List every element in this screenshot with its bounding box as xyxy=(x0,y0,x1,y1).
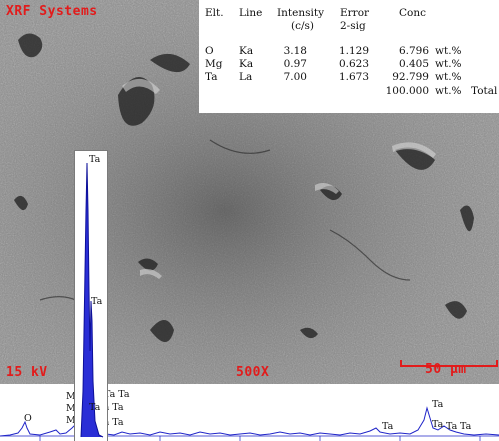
row-intensity: 3.18 xyxy=(283,45,307,57)
row-intensity: 7.00 xyxy=(283,71,307,83)
row-line: La xyxy=(239,71,253,83)
scale-bar xyxy=(400,360,498,367)
row-unit: wt.% xyxy=(435,58,462,70)
peak-label-ta: Ta Ta xyxy=(98,417,124,428)
peak-label-mg: Mg xyxy=(66,392,82,402)
peak-label-ta: Ta xyxy=(432,419,444,430)
row-element: O xyxy=(205,45,214,57)
peak-label-ta-top: Ta xyxy=(89,154,101,165)
peak-label-ta: Ta xyxy=(89,402,101,413)
header-error-sub: 2-sig xyxy=(340,20,366,32)
header-line: Line xyxy=(239,7,263,19)
row-concentration: 0.405 xyxy=(398,58,429,70)
row-concentration: 6.796 xyxy=(398,45,429,57)
total-unit: wt.% xyxy=(435,85,462,97)
row-line: Ka xyxy=(239,58,254,70)
peak-label-o: O xyxy=(24,413,32,424)
peak-label-ta: Ta xyxy=(432,399,444,410)
peak-label-ta: Ta xyxy=(460,421,472,432)
header-intensity-unit: (c/s) xyxy=(291,20,314,32)
row-line: Ka xyxy=(239,45,254,57)
row-error: 0.623 xyxy=(338,58,369,70)
row-unit: wt.% xyxy=(435,45,462,57)
instrument-brand: XRF Systems xyxy=(6,4,98,19)
peak-label-mg: Mg xyxy=(66,404,82,414)
row-unit: wt.% xyxy=(435,71,462,83)
row-error: 1.673 xyxy=(338,71,369,83)
peak-label-ta: Ta Ta xyxy=(104,389,130,400)
magnification: 500X xyxy=(236,365,270,380)
row-intensity: 0.97 xyxy=(283,58,307,70)
peak-label-ta: Ta xyxy=(382,421,394,432)
header-concentration: Conc xyxy=(399,7,426,19)
total-concentration: 100.000 xyxy=(385,85,429,97)
header-element: Elt. xyxy=(205,7,224,19)
composition-table: Elt. Line Intensity (c/s) Error 2-sig Co… xyxy=(199,0,499,113)
main-peak-window: Ta Ta Ta xyxy=(74,150,108,441)
peak-label-ta: Ta Ta xyxy=(98,402,124,413)
peak-label-ta: Ta xyxy=(446,421,458,432)
accelerating-voltage: 15 kV xyxy=(6,365,48,380)
header-intensity: Intensity xyxy=(277,7,325,19)
peak-label-mg: Mg xyxy=(66,416,82,426)
row-error: 1.129 xyxy=(338,45,369,57)
header-error: Error xyxy=(340,7,370,19)
row-element: Mg xyxy=(205,58,223,70)
row-element: Ta xyxy=(205,71,218,83)
peak-label-ta-mid: Ta xyxy=(91,296,103,307)
row-concentration: 92.799 xyxy=(392,71,429,83)
total-label: Total xyxy=(471,85,498,97)
